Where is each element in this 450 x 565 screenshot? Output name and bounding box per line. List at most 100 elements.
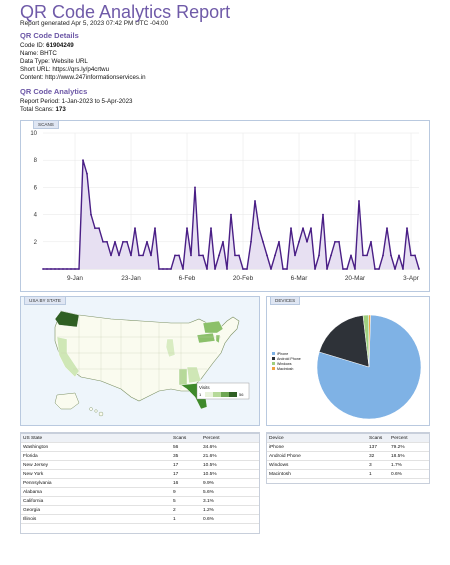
scans-data-point [258, 227, 260, 230]
scans-data-point [158, 268, 160, 270]
x-tick-label: 20-Mar [345, 275, 366, 282]
scans-data-point [278, 240, 280, 243]
scans-data-point [338, 240, 340, 243]
scans-data-point [222, 240, 224, 243]
scans-data-point [246, 268, 248, 270]
row-percent-cell: 34.6% [201, 442, 259, 452]
x-tick-label: 6-Feb [179, 275, 196, 282]
state-georgia[interactable] [186, 366, 202, 384]
row-percent-cell: 0.6% [389, 469, 429, 479]
state-illinois[interactable] [165, 338, 176, 358]
state-alaska[interactable] [54, 392, 80, 410]
scans-data-point [190, 254, 192, 257]
scans-data-point [186, 227, 188, 230]
row-scans-cell: 5 [171, 496, 201, 506]
scans-data-point [262, 240, 264, 243]
scans-data-point [142, 254, 144, 257]
pie-slice-macintosh[interactable] [368, 314, 371, 368]
scans-data-point [314, 268, 316, 270]
scans-data-point [170, 268, 172, 270]
scans-data-point [210, 227, 212, 230]
scans-data-point [302, 227, 304, 230]
state-table-row: Florida 35 21.6% [21, 451, 259, 461]
scans-data-point [342, 268, 344, 270]
scans-data-point [386, 227, 388, 230]
state-hawaii[interactable] [89, 407, 104, 417]
pie-slice-android-phone[interactable] [318, 315, 370, 368]
row-scans-cell: 56 [171, 442, 201, 452]
scans-data-point [254, 200, 256, 202]
row-scans-cell: 16 [171, 478, 201, 488]
row-label-cell: Georgia [21, 505, 171, 515]
state-table-row: California 5 3.1% [21, 496, 259, 506]
state-california[interactable] [56, 336, 80, 378]
device-scans-col-header[interactable]: Scans [367, 433, 389, 443]
scans-data-point [350, 254, 352, 257]
row-label-cell: Alabama [21, 487, 171, 497]
x-tick-label: 20-Feb [233, 275, 254, 282]
device-percent-col-header[interactable]: Percent [389, 433, 429, 443]
state-new-york[interactable] [202, 320, 224, 334]
state-scans-col-header[interactable]: Scans [171, 433, 201, 443]
scans-data-point [250, 240, 252, 243]
data-type-line: Data Type: Website URL [20, 58, 88, 65]
legend-label: iPhone [277, 351, 289, 356]
state-pennsylvania[interactable] [196, 332, 216, 344]
scans-data-point [346, 268, 348, 270]
devices-legend-item: Android Phone [272, 356, 301, 361]
scans-data-point [70, 268, 72, 270]
state-washington[interactable] [54, 310, 80, 328]
scans-data-point [66, 268, 68, 270]
state-alabama[interactable] [178, 368, 188, 386]
scans-data-point [374, 268, 376, 270]
scans-data-point [310, 227, 312, 230]
row-percent-cell: 0.6% [201, 514, 259, 524]
short-url-line[interactable]: Short URL: https://qrs.ly/p4crtwu [20, 66, 110, 73]
y-tick-label: 4 [34, 213, 38, 219]
scans-data-point [274, 254, 276, 257]
row-scans-cell: 1 [171, 514, 201, 524]
content-line[interactable]: Content: http://www.247informationservic… [20, 74, 146, 81]
state-col-header[interactable]: US State [21, 433, 171, 443]
scans-data-point [174, 254, 176, 257]
row-label-cell: Washington [21, 442, 171, 452]
report-generated: Report generated Apr 5, 2023 07:42 PM UT… [20, 20, 169, 27]
scans-data-point [114, 240, 116, 243]
scans-data-point [78, 268, 80, 270]
state-percent-col-header[interactable]: Percent [201, 433, 259, 443]
row-label-cell: California [21, 496, 171, 506]
scans-data-point [106, 240, 108, 243]
state-table-row: Washington 56 34.6% [21, 442, 259, 452]
scans-data-point [218, 254, 220, 257]
legend-swatch [272, 357, 275, 360]
scans-data-point [54, 268, 56, 270]
scans-data-point [122, 240, 124, 243]
state-table-row: Alabama 9 5.6% [21, 487, 259, 497]
y-tick-label: 6 [34, 185, 38, 191]
row-scans-cell: 137 [367, 442, 389, 452]
device-col-header[interactable]: Device [267, 433, 367, 443]
state-table-row: Illinois 1 0.6% [21, 514, 259, 524]
scans-data-point [82, 159, 84, 162]
scans-data-point [318, 254, 320, 257]
row-percent-cell: 79.2% [389, 442, 429, 452]
scans-data-point [370, 240, 372, 243]
scans-data-point [298, 240, 300, 243]
devices-panel: DEVICES iPhone Android Phone Windows Macint… [266, 296, 430, 426]
scans-data-point [94, 227, 96, 230]
total-scans-value: 173 [55, 106, 66, 113]
scans-data-point [194, 186, 196, 189]
state-table: US State Scans Percent Washington 56 34.6%… [21, 433, 259, 524]
usa-map: Visits 1 56 [21, 305, 259, 425]
x-tick-label: 3-Apr [403, 275, 419, 282]
scans-data-point [134, 227, 136, 230]
scans-data-point [206, 268, 208, 270]
map-legend: Visits 1 56 [196, 382, 250, 400]
legend-swatch [272, 362, 275, 365]
name-line: Name: BHTC [20, 50, 57, 57]
scans-panel: SCANS 2 4 6 8 10 9-Jan 23-Jan 6-Feb 20-Feb 6-Mar 2… [20, 120, 430, 292]
row-percent-cell: 1.2% [201, 505, 259, 515]
state-table-row: New Jersey 17 10.5% [21, 460, 259, 470]
device-table-row: iPhone 137 79.2% [267, 442, 429, 452]
scans-data-point [358, 200, 360, 202]
